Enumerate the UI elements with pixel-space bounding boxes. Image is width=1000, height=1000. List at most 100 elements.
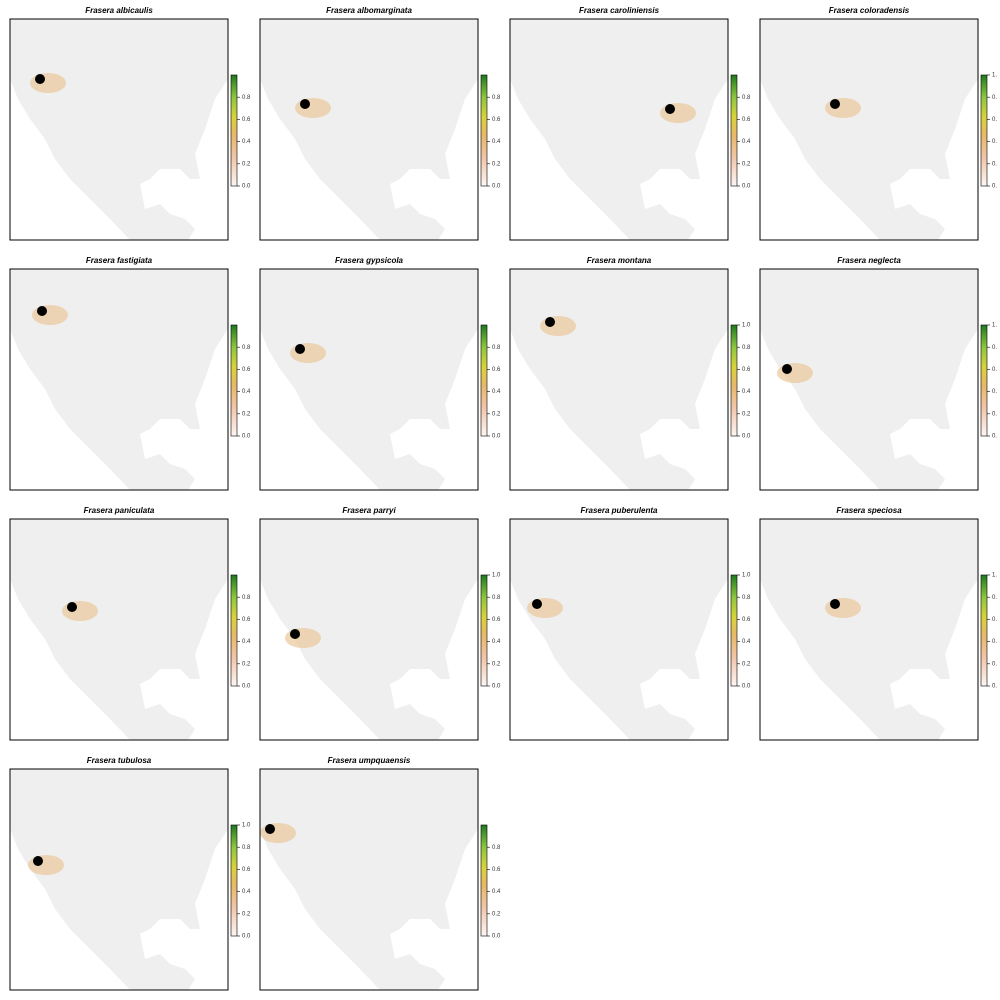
- colorbar-tick-label: 0.8: [242, 95, 251, 101]
- colorbar-tick-label: 0.6: [242, 617, 251, 623]
- suitability-area: [290, 343, 326, 363]
- map-panel: Frasera coloradensis 0. 0. 0. 0. 0. 1.: [759, 6, 997, 241]
- colorbar-tick-label: 0.0: [242, 434, 251, 440]
- occurrence-points: [830, 599, 840, 609]
- map-frame: [509, 18, 729, 241]
- map-frame: [9, 18, 229, 241]
- colorbar-tick-label: 0.: [992, 139, 997, 145]
- map-frame: [9, 268, 229, 491]
- colorbar-tick-label: 0.: [992, 345, 997, 351]
- colorbar-tick-label: 0.6: [242, 867, 251, 873]
- land: [10, 269, 228, 490]
- colorbar-tick-label: 0.2: [742, 661, 751, 667]
- colorbar-tick-label: 0.8: [242, 595, 251, 601]
- map-panel: Frasera parryi 0.0 0.2 0.4 0.6 0.8 1.0: [259, 506, 501, 741]
- panel-title: Frasera neglecta: [837, 256, 901, 265]
- suitability-area: [32, 305, 68, 325]
- suitability-area: [260, 823, 296, 843]
- land: [510, 519, 728, 740]
- map-frame: [259, 268, 479, 491]
- colorbar-tick-label: 0.0: [242, 684, 251, 690]
- colorbar-tick-label: 0.8: [492, 845, 501, 851]
- suitability-area: [285, 628, 321, 648]
- panel-title: Frasera gypsicola: [335, 256, 404, 265]
- colorbar-tick-label: 0.: [992, 595, 997, 601]
- colorbar-tick-label: 0.: [992, 684, 997, 690]
- map-frame: [9, 768, 229, 991]
- suitability-area: [62, 601, 98, 621]
- panel-title: Frasera tubulosa: [87, 756, 152, 765]
- suitability-area: [825, 598, 861, 618]
- colorbar: [230, 74, 238, 187]
- colorbar-tick-label: 0.2: [492, 661, 501, 667]
- colorbar-tick-label: 1.: [992, 573, 997, 579]
- colorbar: [730, 574, 738, 687]
- map-panel: Frasera puberulenta 0.0 0.2 0.4 0.6 0.8 1.0: [509, 506, 751, 741]
- map-panel: Frasera albomarginata 0.0 0.2 0.4 0.6 0.8: [259, 6, 501, 241]
- colorbar-tick-label: 0.: [992, 117, 997, 123]
- colorbar-tick-label: 0.4: [242, 639, 251, 645]
- suitability-area: [295, 98, 331, 118]
- land: [260, 769, 478, 990]
- colorbar-tick-label: 0.2: [242, 161, 251, 167]
- colorbar: [480, 574, 488, 687]
- colorbar-tick-label: 0.2: [242, 661, 251, 667]
- map-panel: Frasera neglecta 0. 0. 0. 0. 0. 1.: [759, 256, 997, 491]
- colorbar-tick-label: 0.0: [492, 184, 501, 190]
- land: [510, 19, 728, 240]
- occurrence-points: [33, 856, 43, 866]
- colorbar-tick-label: 1.: [992, 73, 997, 79]
- colorbar-tick-label: 0.: [992, 411, 997, 417]
- colorbar-tick-label: 1.: [992, 323, 997, 329]
- colorbar-tick-label: 0.0: [492, 684, 501, 690]
- colorbar-tick-label: 0.: [992, 661, 997, 667]
- colorbar-tick-label: 0.6: [242, 117, 251, 123]
- colorbar-tick-label: 0.4: [492, 389, 501, 395]
- map-frame: [759, 268, 979, 491]
- land: [260, 269, 478, 490]
- colorbar-tick-label: 0.2: [242, 411, 251, 417]
- panel-title: Frasera montana: [587, 256, 652, 265]
- colorbar-tick-label: 1.0: [742, 323, 751, 329]
- colorbar-tick-label: 0.8: [492, 595, 501, 601]
- colorbar-tick-label: 1.0: [242, 823, 251, 829]
- colorbar: [230, 824, 238, 937]
- map-panel: Frasera caroliniensis 0.0 0.2 0.4 0.6 0.8: [509, 6, 751, 241]
- land: [10, 519, 228, 740]
- colorbar: [980, 574, 988, 687]
- occurrence-points: [782, 364, 792, 374]
- colorbar-tick-label: 0.: [992, 617, 997, 623]
- colorbar-tick-label: 0.2: [742, 411, 751, 417]
- colorbar-tick-label: 0.4: [492, 139, 501, 145]
- suitability-area: [825, 98, 861, 118]
- colorbar: [480, 74, 488, 187]
- map-frame: [509, 518, 729, 741]
- colorbar-tick-label: 0.4: [742, 389, 751, 395]
- colorbar-tick-label: 0.4: [242, 389, 251, 395]
- land: [760, 19, 978, 240]
- colorbar-tick-label: 0.: [992, 184, 997, 190]
- colorbar-tick-label: 0.0: [492, 434, 501, 440]
- occurrence-points: [35, 74, 45, 84]
- map-frame: [759, 18, 979, 241]
- land: [260, 519, 478, 740]
- colorbar-tick-label: 0.6: [742, 367, 751, 373]
- land: [760, 519, 978, 740]
- land: [10, 19, 228, 240]
- map-frame: [259, 768, 479, 991]
- map-panel: Frasera paniculata 0.0 0.2 0.4 0.6 0.8: [9, 506, 251, 741]
- occurrence-points: [532, 599, 542, 609]
- land: [260, 19, 478, 240]
- panel-title: Frasera umpquaensis: [328, 756, 411, 765]
- colorbar-tick-label: 0.0: [742, 184, 751, 190]
- colorbar-tick-label: 0.: [992, 639, 997, 645]
- panel-title: Frasera albicaulis: [85, 6, 153, 15]
- suitability-area: [30, 73, 66, 93]
- colorbar-tick-label: 0.0: [242, 184, 251, 190]
- colorbar-tick-label: 0.4: [492, 889, 501, 895]
- colorbar-tick-label: 0.8: [742, 595, 751, 601]
- map-frame: [259, 518, 479, 741]
- colorbar-tick-label: 0.: [992, 95, 997, 101]
- panel-title: Frasera albomarginata: [326, 6, 412, 15]
- colorbar-tick-label: 0.0: [492, 934, 501, 940]
